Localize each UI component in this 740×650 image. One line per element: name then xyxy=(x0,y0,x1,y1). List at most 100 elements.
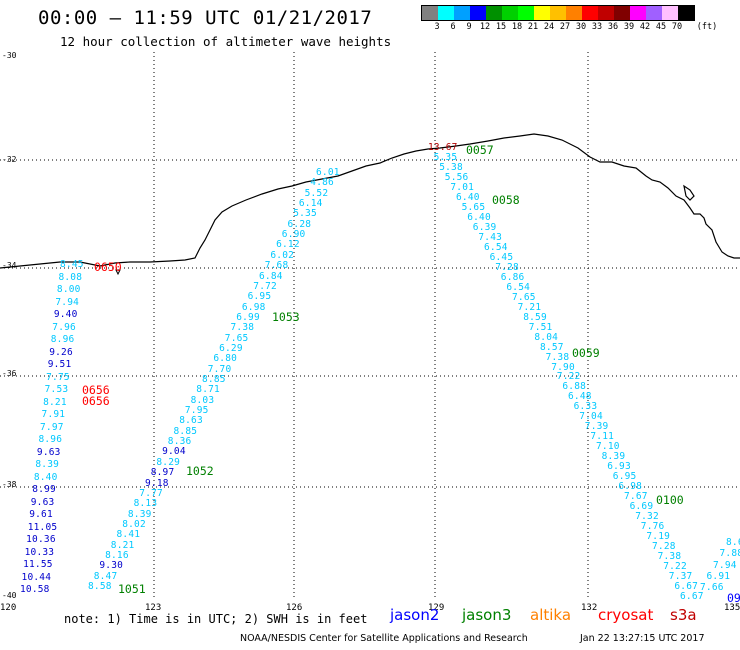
swh-value: 6.99 xyxy=(236,311,260,323)
swh-value: 6.91 xyxy=(706,570,731,582)
swh-value: 6.98 xyxy=(618,481,643,493)
swh-value: 6.84 xyxy=(259,270,283,282)
legend-level-label: 6 xyxy=(450,22,456,32)
swh-value: 7.39 xyxy=(584,421,609,433)
latitude-label: -32 xyxy=(2,155,17,164)
swh-value: 8.02 xyxy=(122,518,146,530)
swh-value: 7.43 xyxy=(478,231,503,243)
swh-value: 8.08 xyxy=(58,271,83,283)
legend-swatch xyxy=(566,6,582,20)
legend-level-label: 21 xyxy=(527,22,539,32)
swh-value: 8.21 xyxy=(110,539,135,551)
swh-value: 8.85 xyxy=(202,374,226,385)
swh-value: 7.51 xyxy=(528,321,553,333)
swh-value: 10.33 xyxy=(24,546,55,558)
swh-value: 5.52 xyxy=(304,187,329,199)
swh-value: 8.00 xyxy=(56,284,81,295)
swh-value: 7.76 xyxy=(640,521,665,533)
swh-value: 8.6 xyxy=(726,537,740,548)
legend-swatch xyxy=(550,6,566,20)
legend-swatch xyxy=(470,6,486,20)
swh-value: 7.67 xyxy=(624,491,648,503)
swh-value: 7.28 xyxy=(652,541,676,553)
recherche-islet xyxy=(115,269,121,276)
swh-value: 7.65 xyxy=(512,291,536,303)
swh-value: 5.38 xyxy=(439,161,463,173)
swh-value: 7.37 xyxy=(668,571,693,583)
longitude-label: 129 xyxy=(428,603,445,613)
legend-swatch xyxy=(582,6,598,20)
swh-value: 6.40 xyxy=(456,191,480,203)
swh-value: 11.05 xyxy=(27,521,58,533)
swh-value: 7.77 xyxy=(139,487,163,499)
pass-time-label: 1051 xyxy=(118,582,146,596)
swh-value: 7.04 xyxy=(579,411,603,423)
swh-value: 8.03 xyxy=(190,394,215,406)
swh-value: 7.11 xyxy=(590,431,615,443)
swh-value: 6.54 xyxy=(506,281,531,293)
gulf-island xyxy=(683,184,695,201)
swh-value: 7.88 xyxy=(719,548,740,560)
legend-swatch xyxy=(662,6,678,20)
swh-value: 8.99 xyxy=(32,484,56,495)
swh-value: 9.04 xyxy=(162,446,186,458)
swh-value: 6.29 xyxy=(219,342,243,354)
swh-value: 7.68 xyxy=(264,260,289,272)
swh-value: 4.86 xyxy=(310,177,334,189)
swh-value: 6.02 xyxy=(270,249,295,261)
pass-time-label: 0059 xyxy=(572,346,600,360)
legend-swatch xyxy=(630,6,646,20)
map-subtitle: 12 hour collection of altimeter wave hei… xyxy=(60,34,392,49)
swh-value: 8.39 xyxy=(601,451,626,463)
swh-value: 7.90 xyxy=(551,361,575,373)
swh-value: 9.61 xyxy=(29,509,53,520)
swh-value: 8.45 xyxy=(60,259,84,270)
swh-value: 6.67 xyxy=(674,581,699,593)
pass-time-label: 0057 xyxy=(466,143,494,157)
swh-value: 8.39 xyxy=(127,508,152,520)
legend-swatch xyxy=(534,6,550,20)
swh-value: 8.39 xyxy=(35,459,60,470)
swh-value: 6.67 xyxy=(680,591,704,602)
swh-value: 6.95 xyxy=(247,291,272,303)
pass-time-label: 0100 xyxy=(656,493,684,507)
swh-value: 7.28 xyxy=(495,261,519,273)
swh-value: 8.13 xyxy=(133,498,158,510)
legend-level-label: 30 xyxy=(575,22,587,32)
swh-value: 9.40 xyxy=(53,309,78,320)
satellite-legend-item: cryosat xyxy=(598,606,654,624)
legend-level-label: 33 xyxy=(591,22,603,32)
swh-value: 7.21 xyxy=(517,301,542,313)
swh-value: 6.01 xyxy=(316,167,340,178)
swh-value: 6.33 xyxy=(573,401,598,413)
swh-value: 6.69 xyxy=(629,501,654,513)
swh-value: 7.38 xyxy=(545,351,570,363)
legend-level-label: 9 xyxy=(466,22,472,32)
swh-value: 8.16 xyxy=(105,549,129,561)
swh-value: 6.95 xyxy=(612,471,637,483)
swh-value: 8.47 xyxy=(93,570,118,582)
longitude-label: 132 xyxy=(581,603,598,613)
swh-value: 9.18 xyxy=(145,477,169,489)
swh-value: 8.59 xyxy=(523,311,547,323)
swh-value: 7.22 xyxy=(556,371,581,383)
swh-value: 7.10 xyxy=(596,441,620,453)
satellite-legend-item: altika xyxy=(530,606,572,624)
satellite-legend-item: jason2 xyxy=(390,606,440,624)
map-title: 00:00 – 11:59 UTC 01/21/2017 xyxy=(38,7,373,29)
swh-value: 8.85 xyxy=(173,425,198,437)
legend-level-label: 39 xyxy=(623,22,635,32)
swh-value: 6.39 xyxy=(472,221,497,233)
swh-value: 7.19 xyxy=(646,531,671,543)
australia-coastline xyxy=(0,133,740,269)
legend-level-label: 27 xyxy=(559,22,571,32)
swh-value: 7.32 xyxy=(635,511,659,523)
swh-value: 7.01 xyxy=(450,181,475,193)
swh-value: 6.45 xyxy=(489,251,514,263)
pass-time-label: 0656 xyxy=(82,394,110,408)
swh-value: 5.35 xyxy=(433,151,458,163)
legend-swatch xyxy=(422,6,438,20)
satellite-legend-item: jason3 xyxy=(462,606,512,624)
legend-level-label: 24 xyxy=(543,22,555,32)
